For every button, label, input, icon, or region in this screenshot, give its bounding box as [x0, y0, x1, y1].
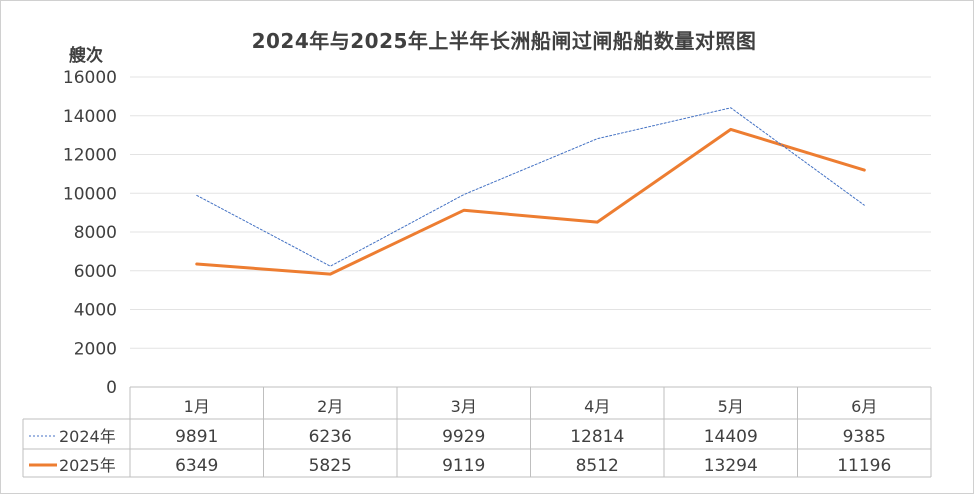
data-table: 1月 2月 3月 4月 5月 6月 2024年 9891 6236 9929 12814 14409 9… [22, 387, 932, 478]
data-label: 8512 [576, 456, 619, 476]
legend-series-name: 2024年 [59, 427, 116, 446]
y-axis-unit-label: 艘次 [69, 46, 103, 66]
data-label: 9385 [843, 427, 886, 447]
y-tick-label: 0 [106, 378, 117, 398]
data-label: 6349 [175, 456, 218, 476]
data-label: 9119 [442, 456, 485, 476]
y-tick-label: 6000 [74, 262, 117, 282]
data-label: 9891 [175, 427, 218, 447]
x-category-label: 5月 [718, 397, 744, 416]
series-line [195, 127, 866, 276]
series-lines [195, 107, 866, 276]
x-category-label: 3月 [451, 397, 477, 416]
series-line [196, 107, 865, 267]
chart-title: 2024年与2025年上半年长洲船闸过闸船舶数量对照图 [251, 29, 757, 53]
data-label: 11196 [837, 456, 891, 476]
data-label: 12814 [570, 427, 624, 447]
y-tick-label: 4000 [74, 301, 117, 321]
x-category-label: 4月 [584, 397, 610, 416]
data-label: 6236 [309, 427, 352, 447]
data-label: 14409 [704, 427, 758, 447]
x-category-label: 1月 [184, 397, 210, 416]
y-tick-label: 16000 [63, 68, 117, 88]
legend-series-name: 2025年 [59, 456, 116, 475]
y-tick-label: 12000 [63, 146, 117, 166]
x-category-label: 2月 [317, 397, 343, 416]
data-label: 9929 [442, 427, 485, 447]
data-label: 13294 [704, 456, 758, 476]
x-category-label: 6月 [851, 397, 877, 416]
y-tick-labels: 0 2000 4000 6000 8000 10000 12000 14000 16000 [63, 68, 117, 398]
y-tick-label: 10000 [63, 184, 117, 204]
y-tick-label: 2000 [74, 339, 117, 359]
gridlines [130, 76, 931, 388]
y-tick-label: 8000 [74, 223, 117, 243]
y-tick-label: 14000 [63, 107, 117, 127]
data-label: 5825 [309, 456, 352, 476]
